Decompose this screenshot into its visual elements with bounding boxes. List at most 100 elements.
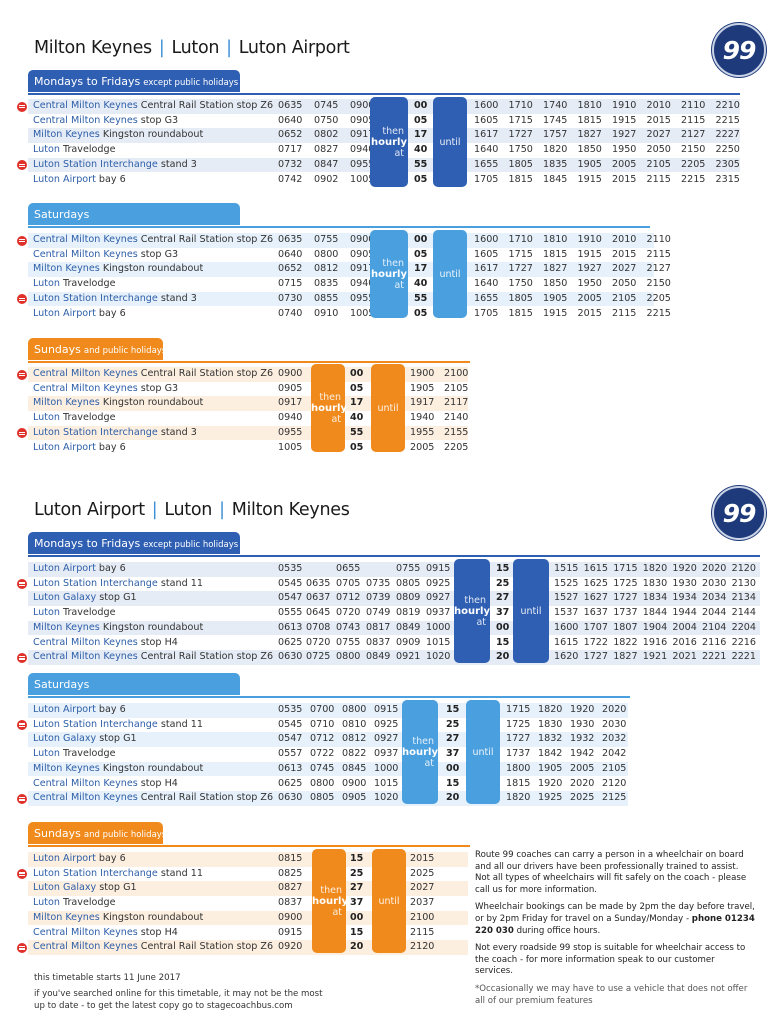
stop-name: Luton Station Interchange stand 11 <box>33 577 203 592</box>
departure-time: 1637 <box>583 607 609 619</box>
stop-place: Luton Airport <box>33 563 96 574</box>
table-divider <box>28 696 630 698</box>
stop-detail: stand 11 <box>160 577 203 589</box>
departure-time: 1740 <box>543 100 568 111</box>
stop-place: Luton <box>33 897 60 909</box>
departure-time: 0921 <box>396 651 421 663</box>
departure-time: 1842 <box>538 748 563 760</box>
departure-time: 2127 <box>646 263 671 275</box>
departure-time: 1815 <box>577 114 602 126</box>
departure-time: 0640 <box>278 114 303 126</box>
departure-time: 1930 <box>570 718 595 730</box>
departure-time: 2221 <box>702 651 727 663</box>
departure-time: 0835 <box>314 278 339 290</box>
departure-time: 0900 <box>278 368 303 379</box>
stop-name: Luton Station Interchange stand 11 <box>33 718 203 733</box>
stop-place: Milton Keynes <box>33 762 100 774</box>
departure-time: 2150 <box>646 278 671 290</box>
stop-detail: Central Rail Station stop Z6 <box>140 234 274 245</box>
departure-time: 1820 <box>538 704 563 715</box>
departure-time: 2305 <box>715 158 740 170</box>
departure-time: 1810 <box>543 234 568 245</box>
at-label: at <box>424 757 434 769</box>
departure-time: 0652 <box>278 263 303 275</box>
departure-time: 0750 <box>314 114 339 126</box>
hourly-minutes: 15 <box>496 636 510 648</box>
title-place: Milton Keynes <box>231 500 350 520</box>
stop-detail: stand 3 <box>160 426 197 438</box>
departure-time: 2204 <box>731 621 757 633</box>
hourly-minutes: 05 <box>350 382 364 394</box>
stop-detail: Travelodge <box>63 897 116 909</box>
table-row: Luton Travelodge 0555 0645 0720 0749 0819 0937… <box>28 606 760 621</box>
timetable-start: this timetable starts 11 June 2017 <box>34 973 181 983</box>
stop-detail: Travelodge <box>63 144 116 156</box>
hourly-label: hourly <box>312 895 348 907</box>
until-label: until <box>472 746 494 758</box>
departure-time: 2150 <box>681 144 706 156</box>
hourly-minutes: 05 <box>414 173 428 185</box>
stop-place: Central Milton Keynes <box>33 234 138 245</box>
departure-time: 2004 <box>672 621 697 633</box>
departure-time: 0940 <box>350 278 375 290</box>
departure-time: 0710 <box>310 718 335 730</box>
departure-time: 2105 <box>612 292 637 304</box>
departure-time: 0910 <box>314 307 339 319</box>
stop-detail: Kingston roundabout <box>102 911 204 923</box>
stop-detail: stand 3 <box>160 292 197 304</box>
departure-time: 0700 <box>310 704 335 715</box>
table-row: Luton Station Interchange stand 11 0545 07… <box>17 718 628 733</box>
departure-time: 1710 <box>508 100 533 111</box>
table-row: Central Milton Keynes stop G3 0640 0750 090… <box>28 114 740 129</box>
departure-time: 0900 <box>342 777 367 789</box>
departure-time: 1020 <box>374 792 399 804</box>
departure-time: 2210 <box>715 100 740 111</box>
departure-time: 1927 <box>612 129 637 141</box>
stop-detail: stand 11 <box>160 867 203 879</box>
departure-time: 0849 <box>396 621 421 633</box>
rail-station-icon <box>17 720 27 731</box>
tab-sunday: Sundays and public holidays <box>28 822 167 844</box>
departure-time: 0749 <box>366 607 391 619</box>
table-row: Central Milton Keynes Central Rail Stati… <box>17 99 740 114</box>
departure-time: 2116 <box>702 636 727 648</box>
table-row: Central Milton Keynes stop G3 0640 0800 090… <box>28 248 671 263</box>
stop-place: Luton <box>33 144 60 156</box>
hourly-minutes: 55 <box>414 158 428 170</box>
departure-time: 2032 <box>602 733 627 745</box>
until-label: until <box>520 605 542 617</box>
stop-detail: bay 6 <box>98 704 126 715</box>
departure-time: 1917 <box>410 397 435 409</box>
departure-time: 2104 <box>702 621 727 633</box>
stop-detail: stand 11 <box>160 718 203 730</box>
departure-time: 2134 <box>731 592 757 604</box>
departure-time: 0637 <box>306 592 331 604</box>
departure-time: 0755 <box>396 563 421 574</box>
rail-station-icon <box>17 579 27 590</box>
departure-time: 2250 <box>715 144 740 156</box>
departure-time: 2120 <box>410 941 435 953</box>
table-row: Central Milton Keynes Central Rail Stati… <box>17 367 468 382</box>
then-hourly-box: then hourly at <box>370 230 408 318</box>
stop-place: Central Milton Keynes <box>33 941 138 953</box>
departure-time: 0920 <box>278 941 303 953</box>
stop-name: Luton Travelodge <box>33 411 116 426</box>
departure-time: 1805 <box>508 292 533 304</box>
rail-station-icon <box>17 869 27 880</box>
then-label: then <box>412 735 434 747</box>
tab-note: except public holidays <box>143 540 239 550</box>
departure-time: 1727 <box>508 263 533 275</box>
departure-time: 1940 <box>410 412 435 424</box>
rail-station-icon <box>17 101 27 112</box>
departure-time: 1015 <box>374 777 399 789</box>
table-row: Central Milton Keynes stop H4 0625 0720 075… <box>28 636 760 651</box>
stop-name: Luton Galaxy stop G1 <box>33 881 137 896</box>
stop-place: Luton Airport <box>33 853 96 864</box>
departure-time: 1655 <box>474 292 499 304</box>
departure-time: 2050 <box>612 278 637 290</box>
departure-time: 2016 <box>672 636 697 648</box>
departure-time: 0535 <box>278 563 303 574</box>
tab-note: and public holidays <box>83 830 167 840</box>
departure-time: 0547 <box>278 592 303 604</box>
departure-time: 1705 <box>474 173 499 185</box>
